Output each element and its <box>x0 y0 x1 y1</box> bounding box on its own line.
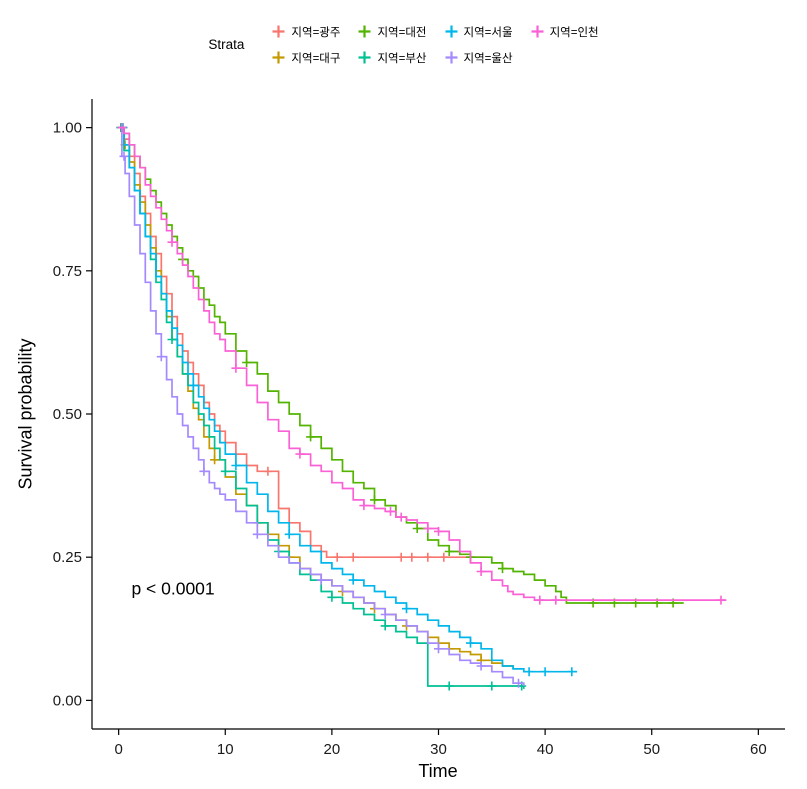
censor-mark <box>439 552 449 562</box>
legend-key-cross-icon <box>358 51 371 64</box>
censor-mark <box>423 524 433 533</box>
censor-mark <box>476 661 486 671</box>
censor-mark <box>498 564 507 574</box>
censor-mark <box>402 604 411 614</box>
survival-curve <box>118 126 684 604</box>
legend-key-cross-icon <box>358 25 371 38</box>
survival-curve <box>118 126 578 673</box>
chart-area: 0 10 20 30 40 50 60 0.00 0.25 0.50 0.75 1.00 Surviv… <box>0 89 807 789</box>
x-tick-label: 60 <box>750 741 767 758</box>
legend-title: Strata <box>208 37 245 52</box>
censor-mark <box>210 455 220 465</box>
censor-mark <box>220 466 230 476</box>
censor-mark <box>119 151 129 161</box>
censor-mark <box>716 595 726 605</box>
survival-plot: 0 10 20 30 40 50 60 0.00 0.25 0.50 0.75 1.00 <box>53 99 785 758</box>
legend-key-cross-icon <box>531 25 544 38</box>
censor-mark <box>380 621 390 631</box>
censor-mark <box>117 123 127 133</box>
censor-mark <box>370 495 379 505</box>
legend-item-label: 지역=대전 <box>377 26 427 39</box>
legend-item: 지역=서울 <box>443 23 513 40</box>
censor-mark <box>487 681 497 691</box>
legend: Strata 지역=광주 지역=대구 지역=대전 지역=부산 지역=서울 지역=울산 지역=… <box>0 0 807 89</box>
legend-item-label: 지역=울산 <box>463 52 513 65</box>
censor-mark <box>412 524 422 533</box>
censor-mark <box>444 681 454 691</box>
censor-mark <box>476 567 486 576</box>
censor-mark <box>434 526 443 536</box>
y-tick-label: 1.00 <box>53 120 82 137</box>
censor-mark <box>327 592 337 602</box>
legend-key-cross-icon <box>445 25 458 38</box>
x-tick-label: 40 <box>537 741 554 758</box>
censor-mark <box>295 449 305 459</box>
censor-mark <box>156 352 166 362</box>
censor-mark <box>284 529 294 539</box>
y-tick-label: 0.50 <box>53 406 82 423</box>
censor-mark <box>242 358 252 367</box>
censor-mark <box>167 237 177 247</box>
legend-item-label: 지역=서울 <box>463 26 513 39</box>
censor-mark <box>199 466 209 476</box>
x-tick-label: 50 <box>643 741 660 758</box>
censor-mark <box>252 529 262 539</box>
legend-item: 지역=광주 <box>270 23 340 40</box>
censor-mark <box>524 667 534 677</box>
legend-item: 지역=인천 <box>529 23 599 40</box>
censor-mark <box>444 547 454 556</box>
censor-mark <box>551 595 561 605</box>
survival-curve <box>118 126 525 689</box>
censor-mark <box>466 638 475 648</box>
censor-mark <box>567 667 577 677</box>
censor-mark <box>434 644 443 654</box>
pvalue-annotation: p < 0.0001 <box>131 578 215 599</box>
censor-mark <box>332 552 342 562</box>
censor-mark <box>396 512 406 522</box>
survival-curve <box>118 126 487 559</box>
censor-mark <box>396 552 406 562</box>
censor-mark <box>188 380 198 390</box>
censor-mark <box>167 335 177 344</box>
censor-mark <box>540 667 550 677</box>
censor-mark <box>263 466 273 476</box>
censor-mark <box>231 363 241 373</box>
censor-mark <box>386 506 395 516</box>
censor-mark <box>535 595 545 605</box>
y-tick-label: 0.75 <box>53 263 82 280</box>
censor-mark <box>316 575 326 585</box>
legend-item: 지역=울산 <box>443 49 513 66</box>
x-tick-label: 20 <box>324 741 341 758</box>
legend-item-label: 지역=인천 <box>549 26 599 39</box>
x-tick-label: 0 <box>114 741 122 758</box>
legend-item: 지역=대전 <box>356 23 427 40</box>
y-tick-label: 0.00 <box>53 692 82 709</box>
censor-mark <box>348 575 358 585</box>
legend-item: 지역=대구 <box>270 49 340 66</box>
censor-mark <box>407 552 417 562</box>
censor-mark <box>306 432 316 442</box>
censor-mark <box>514 678 523 688</box>
y-axis-label: Survival probability <box>15 338 36 490</box>
censor-mark <box>423 552 433 562</box>
legend-item: 지역=부산 <box>356 49 427 66</box>
censor-mark <box>231 461 241 470</box>
x-tick-label: 10 <box>217 741 234 758</box>
x-axis-label: Time <box>418 761 458 781</box>
legend-item-label: 지역=대구 <box>291 52 341 65</box>
survival-curve <box>118 126 727 601</box>
censor-mark <box>380 610 390 619</box>
legend-key-cross-icon <box>445 51 458 64</box>
survival-curve <box>118 126 525 686</box>
x-tick-label: 30 <box>430 741 447 758</box>
legend-key-cross-icon <box>272 51 285 64</box>
y-tick-label: 0.25 <box>53 549 82 566</box>
censor-mark <box>348 552 358 562</box>
legend-key-cross-icon <box>272 25 285 38</box>
legend-item-label: 지역=부산 <box>377 52 427 65</box>
legend-item-label: 지역=광주 <box>291 26 341 39</box>
censor-mark <box>359 501 369 511</box>
